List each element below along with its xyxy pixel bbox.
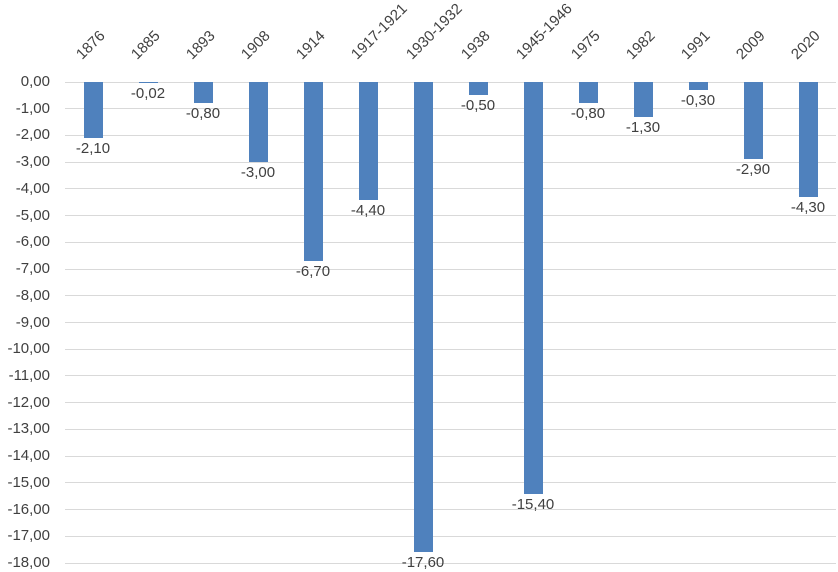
x-axis-category-label: 2020	[787, 27, 824, 64]
gridline	[65, 134, 836, 136]
gridline	[65, 375, 836, 377]
y-axis-tick-label: -5,00	[15, 206, 50, 224]
x-axis-category-label: 1908	[237, 27, 274, 64]
bar	[138, 82, 158, 83]
y-axis-tick-label: 0,00	[20, 73, 50, 90]
bar	[303, 82, 323, 262]
bar-value-label: -3,00	[240, 164, 276, 182]
gridline	[65, 322, 836, 323]
gridline	[65, 81, 836, 83]
bar	[193, 82, 213, 104]
bar	[798, 82, 818, 197]
bar	[83, 82, 103, 139]
x-axis-category-label: 1991	[677, 27, 714, 64]
x-axis-category-label: 1917-1921	[347, 0, 411, 64]
y-axis-tick-label: -13,00	[7, 420, 50, 438]
bar-value-label: -0,02	[130, 84, 166, 102]
gridline	[65, 215, 836, 217]
bar-value-label: -17,60	[401, 554, 445, 572]
y-axis-tick-label: -18,00	[7, 554, 50, 571]
bar-value-label: -4,30	[790, 198, 826, 216]
gridline	[65, 402, 836, 404]
x-axis-category-label: 1876	[72, 27, 109, 64]
bar-value-label: -4,40	[350, 201, 386, 219]
y-axis-tick-label: -17,00	[7, 527, 50, 545]
gridline	[65, 562, 836, 564]
bar	[523, 82, 543, 494]
y-axis-tick-label: -2,00	[15, 126, 50, 144]
gridline	[65, 295, 836, 297]
gridline	[65, 268, 836, 270]
gridline	[65, 428, 836, 430]
bar	[743, 82, 763, 160]
bar-value-label: -2,90	[735, 161, 771, 179]
y-axis-tick-label: -9,00	[15, 313, 50, 331]
gridline	[65, 161, 836, 163]
gridline	[65, 509, 836, 511]
gridline	[65, 482, 836, 484]
bar-value-label: -0,50	[460, 97, 496, 115]
y-axis-tick-label: -3,00	[15, 153, 50, 171]
y-axis-tick-label: -11,00	[8, 366, 50, 384]
bar-value-label: -2,10	[75, 140, 111, 158]
gridline	[65, 535, 836, 537]
gridline	[65, 108, 836, 110]
bar-value-label: -1,30	[625, 118, 661, 136]
bar	[468, 82, 488, 96]
bar-value-label: -6,70	[295, 263, 331, 281]
gridline	[65, 188, 836, 190]
bar	[688, 82, 708, 91]
x-axis-category-label: 1938	[457, 27, 494, 64]
bar	[633, 82, 653, 117]
x-axis-category-label: 2009	[732, 27, 769, 64]
bar-value-label: -15,40	[511, 495, 555, 513]
y-axis-tick-label: -10,00	[7, 340, 50, 358]
y-axis-tick-label: -16,00	[7, 500, 50, 518]
x-axis-category-label: 1914	[292, 27, 329, 64]
y-axis-tick-label: -8,00	[15, 286, 50, 304]
x-axis-category-label: 1930-1932	[402, 0, 466, 64]
bar	[578, 82, 598, 104]
y-axis-tick-label: -4,00	[15, 179, 50, 197]
y-axis-tick-label: -15,00	[7, 473, 50, 491]
x-axis-category-label: 1975	[567, 27, 604, 64]
bar-value-label: -0,30	[680, 92, 716, 110]
bar	[413, 82, 433, 553]
x-axis-category-label: 1982	[622, 27, 659, 64]
x-axis-category-label: 1893	[182, 27, 219, 64]
x-axis-category-label: 1945-1946	[512, 0, 576, 64]
x-axis-category-label: 1885	[127, 27, 164, 64]
bar	[358, 82, 378, 200]
gridline	[65, 348, 836, 350]
y-axis-tick-label: -6,00	[15, 233, 50, 251]
y-axis-tick-label: -14,00	[7, 447, 50, 465]
bar-value-label: -0,80	[570, 105, 606, 123]
bar	[248, 82, 268, 163]
y-axis-tick-label: -12,00	[7, 393, 50, 411]
bar-value-label: -0,80	[185, 105, 221, 123]
gridline	[65, 241, 836, 243]
y-axis-tick-label: -7,00	[15, 260, 50, 278]
y-axis-tick-label: -1,00	[15, 99, 50, 117]
gridline	[65, 455, 836, 457]
